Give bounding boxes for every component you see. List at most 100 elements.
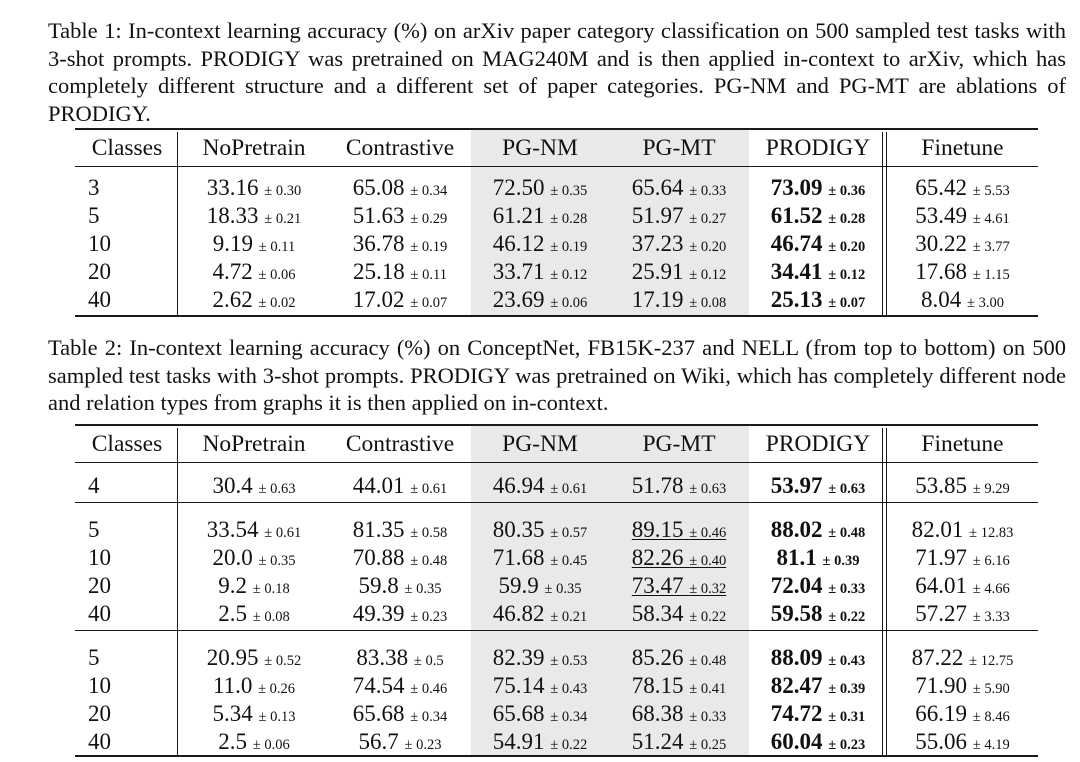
cell-error: ± 0.31	[828, 709, 866, 725]
cell-value: 82.01	[911, 517, 964, 542]
header-finetune: Finetune	[921, 135, 1004, 161]
cell-error: ± 0.61	[550, 481, 588, 497]
cell-value: 71.68	[492, 545, 545, 570]
cell-value-group: 11.0 ± 0.26	[213, 673, 295, 698]
cell-value-group: 87.22 ± 12.75	[912, 645, 1014, 670]
cell-finetune: 17.68 ± 1.15	[887, 258, 1038, 286]
cell-error: ± 0.12	[828, 267, 866, 283]
cell-value: 20.95	[206, 645, 259, 670]
cell-value: 71.97	[915, 545, 968, 570]
cell-error: ± 3.00	[967, 295, 1004, 311]
cell-error: ± 0.48	[689, 653, 727, 669]
cell-error: ± 0.5	[413, 653, 444, 669]
cell-error: ± 0.28	[550, 211, 588, 227]
separator-finetune-a	[882, 132, 884, 315]
cell-value: 51.78	[631, 473, 684, 498]
cell-pg-mt: 51.78 ± 0.63	[609, 472, 749, 500]
separator-classes	[177, 428, 179, 755]
cell-value: 82.39	[492, 645, 545, 670]
cell-value-group: 53.49 ± 4.61	[915, 203, 1009, 228]
cell-contrastive: 17.02 ± 0.07	[329, 286, 471, 314]
cell-value: 51.63	[352, 203, 405, 228]
cell-value: 65.42	[915, 175, 968, 200]
cell-value-group: 25.91 ± 0.12	[632, 259, 726, 284]
cell-prodigy: 74.72 ± 0.31	[749, 700, 887, 728]
cell-value: 65.68	[492, 701, 545, 726]
cell-value-group: 2.5 ± 0.08	[218, 601, 289, 626]
cell-value: 25.13	[770, 287, 823, 312]
cell-value-group: 37.23 ± 0.20	[632, 231, 726, 256]
cell-error: ± 3.33	[972, 609, 1010, 625]
cell-value-group: 81.35 ± 0.58	[353, 517, 447, 542]
cell-value: 34.41	[770, 259, 823, 284]
cell-value: 4.72	[212, 259, 253, 284]
cell-error: ± 0.12	[689, 267, 727, 283]
cell-contrastive: 36.78 ± 0.19	[329, 230, 471, 258]
table-header-row: Classes NoPretrain Contrastive PG-NM PG-MT PR…	[75, 426, 1038, 462]
cell-error: ± 0.02	[258, 295, 296, 311]
table1-caption: Table 1: In-context learning accuracy (%…	[48, 18, 1066, 126]
cell-error: ± 0.46	[410, 681, 448, 697]
cell-value: 65.64	[631, 175, 684, 200]
cell-contrastive: 81.35 ± 0.58	[329, 516, 471, 544]
cell-error: ± 0.34	[550, 709, 588, 725]
cell-contrastive: 44.01 ± 0.61	[329, 472, 471, 500]
cell-value: 33.16	[206, 175, 259, 200]
cell-value-group: 46.94 ± 0.61	[493, 473, 587, 498]
cell-value: 65.68	[352, 701, 405, 726]
cell-value-group: 72.04 ± 0.33	[771, 573, 865, 598]
cell-value: 8.04	[921, 287, 962, 312]
cell-finetune: 57.27 ± 3.33	[887, 600, 1038, 628]
cell-nopretrain: 9.2 ± 0.18	[179, 572, 329, 600]
header-rule	[75, 462, 1038, 463]
cell-value-group: 53.97 ± 0.63	[771, 473, 865, 498]
cell-error: ± 0.28	[828, 211, 866, 227]
cell-value-group: 20.0 ± 0.35	[213, 545, 296, 570]
cell-value-group: 46.12 ± 0.19	[493, 231, 587, 256]
cell-value-group: 88.02 ± 0.48	[771, 517, 865, 542]
cell-contrastive: 49.39 ± 0.23	[329, 600, 471, 628]
cell-value-group: 59.58 ± 0.22	[771, 601, 865, 626]
cell-value-group: 33.54 ± 0.61	[207, 517, 301, 542]
cell-pg-nm: 46.82 ± 0.21	[471, 600, 609, 628]
cell-value-group: 71.97 ± 6.16	[915, 545, 1009, 570]
header-pg-mt: PG-MT	[642, 135, 716, 161]
cell-error: ± 0.26	[258, 681, 296, 697]
cell-value-group: 34.41 ± 0.12	[771, 259, 865, 284]
cell-pg-mt: 17.19 ± 0.08	[609, 286, 749, 314]
cell-contrastive: 65.68 ± 0.34	[329, 700, 471, 728]
cell-value-group: 59.8 ± 0.35	[359, 573, 442, 598]
cell-pg-mt: 65.64 ± 0.33	[609, 174, 749, 202]
cell-pg-nm: 61.21 ± 0.28	[471, 202, 609, 230]
cell-finetune: 53.85 ± 9.29	[887, 472, 1038, 500]
cell-value: 25.18	[353, 259, 405, 284]
cell-value-group: 71.68 ± 0.45	[493, 545, 587, 570]
cell-nopretrain: 33.54 ± 0.61	[179, 516, 329, 544]
cell-error: ± 9.29	[972, 481, 1010, 497]
cell-error: ± 0.33	[689, 709, 727, 725]
table-row: 10 9.19 ± 0.11 36.78 ± 0.19 46.12 ± 0.19 37.…	[75, 230, 1038, 258]
header-prodigy: PRODIGY	[765, 431, 871, 457]
cell-value: 51.97	[631, 203, 684, 228]
cell-value-group: 23.69 ± 0.06	[493, 287, 587, 312]
cell-value-group: 81.1 ± 0.39	[777, 545, 860, 570]
cell-finetune: 82.01 ± 12.83	[887, 516, 1038, 544]
cell-value-group: 36.78 ± 0.19	[353, 231, 447, 256]
cell-value-group: 5.34 ± 0.13	[213, 701, 296, 726]
cell-value: 70.88	[352, 545, 405, 570]
cell-value: 55.06	[915, 729, 968, 754]
cell-nopretrain: 11.0 ± 0.26	[179, 672, 329, 700]
cell-prodigy: 88.02 ± 0.48	[749, 516, 887, 544]
cell-value: 59.8	[358, 573, 399, 598]
cell-pg-nm: 82.39 ± 0.53	[471, 644, 609, 672]
cell-value: 17.19	[631, 287, 684, 312]
cell-nopretrain: 2.5 ± 0.08	[179, 600, 329, 628]
cell-value-group: 25.18 ± 0.11	[353, 259, 447, 284]
table-row: 20 9.2 ± 0.18 59.8 ± 0.35 59.9 ± 0.35 73.47 …	[75, 572, 1038, 600]
table-row: 20 5.34 ± 0.13 65.68 ± 0.34 65.68 ± 0.34 68.…	[75, 700, 1038, 728]
cell-error: ± 0.06	[252, 737, 290, 753]
cell-value: 2.5	[218, 729, 248, 754]
cell-value-group: 89.15 ± 0.46	[632, 517, 726, 542]
cell-value: 59.9	[498, 573, 539, 598]
cell-value-group: 82.01 ± 12.83	[912, 517, 1014, 542]
